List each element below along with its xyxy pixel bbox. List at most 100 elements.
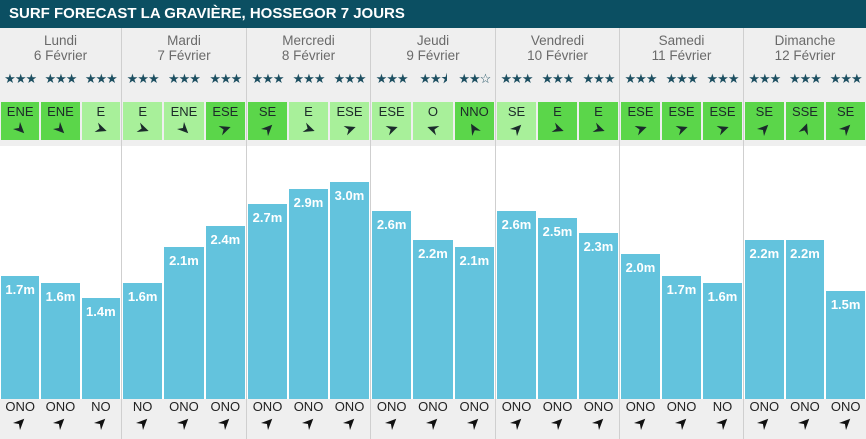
wind-arrow-icon bbox=[471, 123, 482, 136]
day-column-6: Dimanche 12 Février ★★★ SE 2.2m ONO ★★★ SSE 2.2m… bbox=[743, 28, 866, 439]
wave-bar bbox=[123, 283, 163, 399]
wave-bar bbox=[372, 211, 412, 399]
day-name: Vendredi bbox=[530, 33, 585, 48]
time-slot: ★★★ ESE 2.0m ONO bbox=[620, 28, 661, 439]
wave-chart-area: 2.6m bbox=[496, 146, 537, 399]
swell-arrow-icon bbox=[633, 418, 645, 430]
rating-stars: ★★★ bbox=[44, 71, 78, 86]
rating-stars: ★★★ bbox=[209, 71, 242, 86]
wind-indicator: ENE bbox=[1, 102, 40, 140]
day-date: 8 Février bbox=[281, 48, 336, 63]
swell-direction-label: NO bbox=[91, 399, 111, 414]
wave-bar bbox=[621, 254, 660, 399]
wind-indicator: NNO bbox=[454, 102, 494, 140]
time-slot: ★★★ ESE 1.7m ONO bbox=[661, 28, 702, 439]
wind-direction-label: ENE bbox=[47, 104, 74, 119]
wave-chart-area: 2.6m bbox=[371, 146, 413, 399]
swell-arrow-icon bbox=[176, 418, 189, 430]
rating-stars: ★★★ bbox=[624, 71, 658, 86]
wave-height-label: 2.1m bbox=[169, 253, 199, 268]
time-slot: ★★★ ENE 1.7m ONO bbox=[0, 28, 41, 439]
wave-height-label: 1.6m bbox=[45, 289, 76, 304]
wind-direction-label: ESE bbox=[709, 104, 736, 119]
wave-chart-area: 1.6m bbox=[40, 146, 81, 399]
wave-bar bbox=[703, 283, 742, 399]
day-name: Dimanche bbox=[774, 33, 836, 48]
time-slot: ★★★ ESE 3.0m ONO bbox=[329, 28, 370, 439]
rating-stars: ★★★ bbox=[126, 71, 160, 86]
wind-indicator: E bbox=[123, 102, 163, 140]
wind-indicator: SE bbox=[826, 102, 865, 140]
wind-arrow-icon bbox=[427, 126, 440, 136]
page-title: SURF FORECAST LA GRAVIÈRE, HOSSEGOR 7 JO… bbox=[0, 0, 866, 28]
wind-arrow-icon bbox=[716, 126, 729, 136]
swell-arrow-icon bbox=[674, 418, 686, 430]
wave-chart-area: 1.7m bbox=[661, 146, 702, 399]
time-slot: ★★★ E 2.5m ONO bbox=[537, 28, 578, 439]
day-header: Mardi 7 Février bbox=[122, 33, 246, 63]
swell-direction-label: ONO bbox=[5, 399, 35, 414]
wave-height-label: 2.2m bbox=[749, 246, 780, 261]
rating-stars: ★★★ bbox=[4, 71, 37, 86]
wave-chart-area: 2.4m bbox=[204, 146, 246, 399]
swell-direction-label: ONO bbox=[542, 399, 573, 414]
wind-arrow-icon bbox=[675, 126, 688, 136]
day-date: 6 Février bbox=[33, 48, 88, 63]
wind-indicator: SE bbox=[745, 102, 784, 140]
wave-bar bbox=[826, 291, 865, 399]
day-header: Samedi 11 Février bbox=[620, 33, 743, 63]
swell-arrow-icon bbox=[715, 418, 727, 430]
wave-chart-area: 1.7m bbox=[0, 146, 41, 399]
wave-bar bbox=[81, 298, 120, 399]
day-column-2: Mercredi 8 Février ★★★ SE 2.7m ONO ★★★ E 2.9m ONO… bbox=[246, 28, 370, 439]
day-name: Lundi bbox=[43, 33, 78, 48]
swell-direction-label: ONO bbox=[749, 399, 780, 414]
swell-direction-label: ONO bbox=[583, 399, 614, 414]
rating-stars: ★★★ bbox=[748, 71, 781, 86]
swell-direction-label: ONO bbox=[790, 399, 820, 414]
wave-bar bbox=[413, 240, 453, 399]
wind-direction-label: SE bbox=[755, 104, 773, 119]
rating-stars: ★★★ bbox=[582, 71, 616, 86]
wave-chart-area: 1.6m bbox=[122, 146, 164, 399]
rating-stars: ★★⯨ bbox=[419, 71, 447, 86]
swell-arrow-icon bbox=[218, 418, 230, 430]
wind-indicator: SE bbox=[497, 102, 536, 140]
rating-stars: ★★☆ bbox=[458, 71, 491, 86]
wave-bar bbox=[205, 226, 245, 399]
time-slot: ★★★ E 2.9m ONO bbox=[288, 28, 329, 439]
wind-direction-label: ESE bbox=[336, 104, 363, 119]
swell-direction-label: ONO bbox=[334, 399, 365, 414]
wave-bar bbox=[164, 247, 204, 399]
rating-stars: ★★★ bbox=[333, 71, 367, 86]
wave-bar bbox=[1, 276, 40, 399]
swell-arrow-icon bbox=[509, 418, 521, 430]
wave-height-label: 1.6m bbox=[127, 289, 158, 304]
swell-arrow-icon bbox=[838, 418, 850, 430]
wave-chart-area: 1.5m bbox=[825, 146, 866, 399]
wind-indicator: E bbox=[579, 102, 618, 140]
wave-chart-area: 2.2m bbox=[784, 146, 826, 399]
wind-indicator: ESE bbox=[372, 102, 412, 140]
wind-direction-label: E bbox=[594, 104, 603, 119]
wind-direction-label: ESE bbox=[627, 104, 654, 119]
wave-chart-area: 1.4m bbox=[80, 146, 121, 399]
wave-bar bbox=[745, 240, 784, 399]
wind-arrow-icon bbox=[94, 122, 107, 132]
wind-direction-label: E bbox=[138, 104, 147, 119]
day-date: 9 Février bbox=[406, 48, 460, 63]
swell-direction-label: NO bbox=[712, 399, 733, 414]
wind-arrow-icon bbox=[551, 122, 564, 132]
rating-stars: ★★★ bbox=[706, 71, 740, 86]
rating-stars: ★★★ bbox=[375, 71, 409, 86]
wind-indicator: SSE bbox=[785, 102, 825, 140]
wave-height-label: 2.2m bbox=[790, 246, 820, 261]
wind-indicator: ENE bbox=[41, 102, 80, 140]
rating-stars: ★★★ bbox=[541, 71, 575, 86]
wave-height-label: 1.5m bbox=[830, 297, 861, 312]
wind-direction-label: ENE bbox=[6, 104, 34, 119]
wind-arrow-icon bbox=[13, 122, 25, 134]
wave-chart-area: 2.7m bbox=[247, 146, 288, 399]
rating-stars: ★★★ bbox=[84, 71, 118, 86]
day-header: Jeudi 9 Février bbox=[371, 33, 495, 63]
